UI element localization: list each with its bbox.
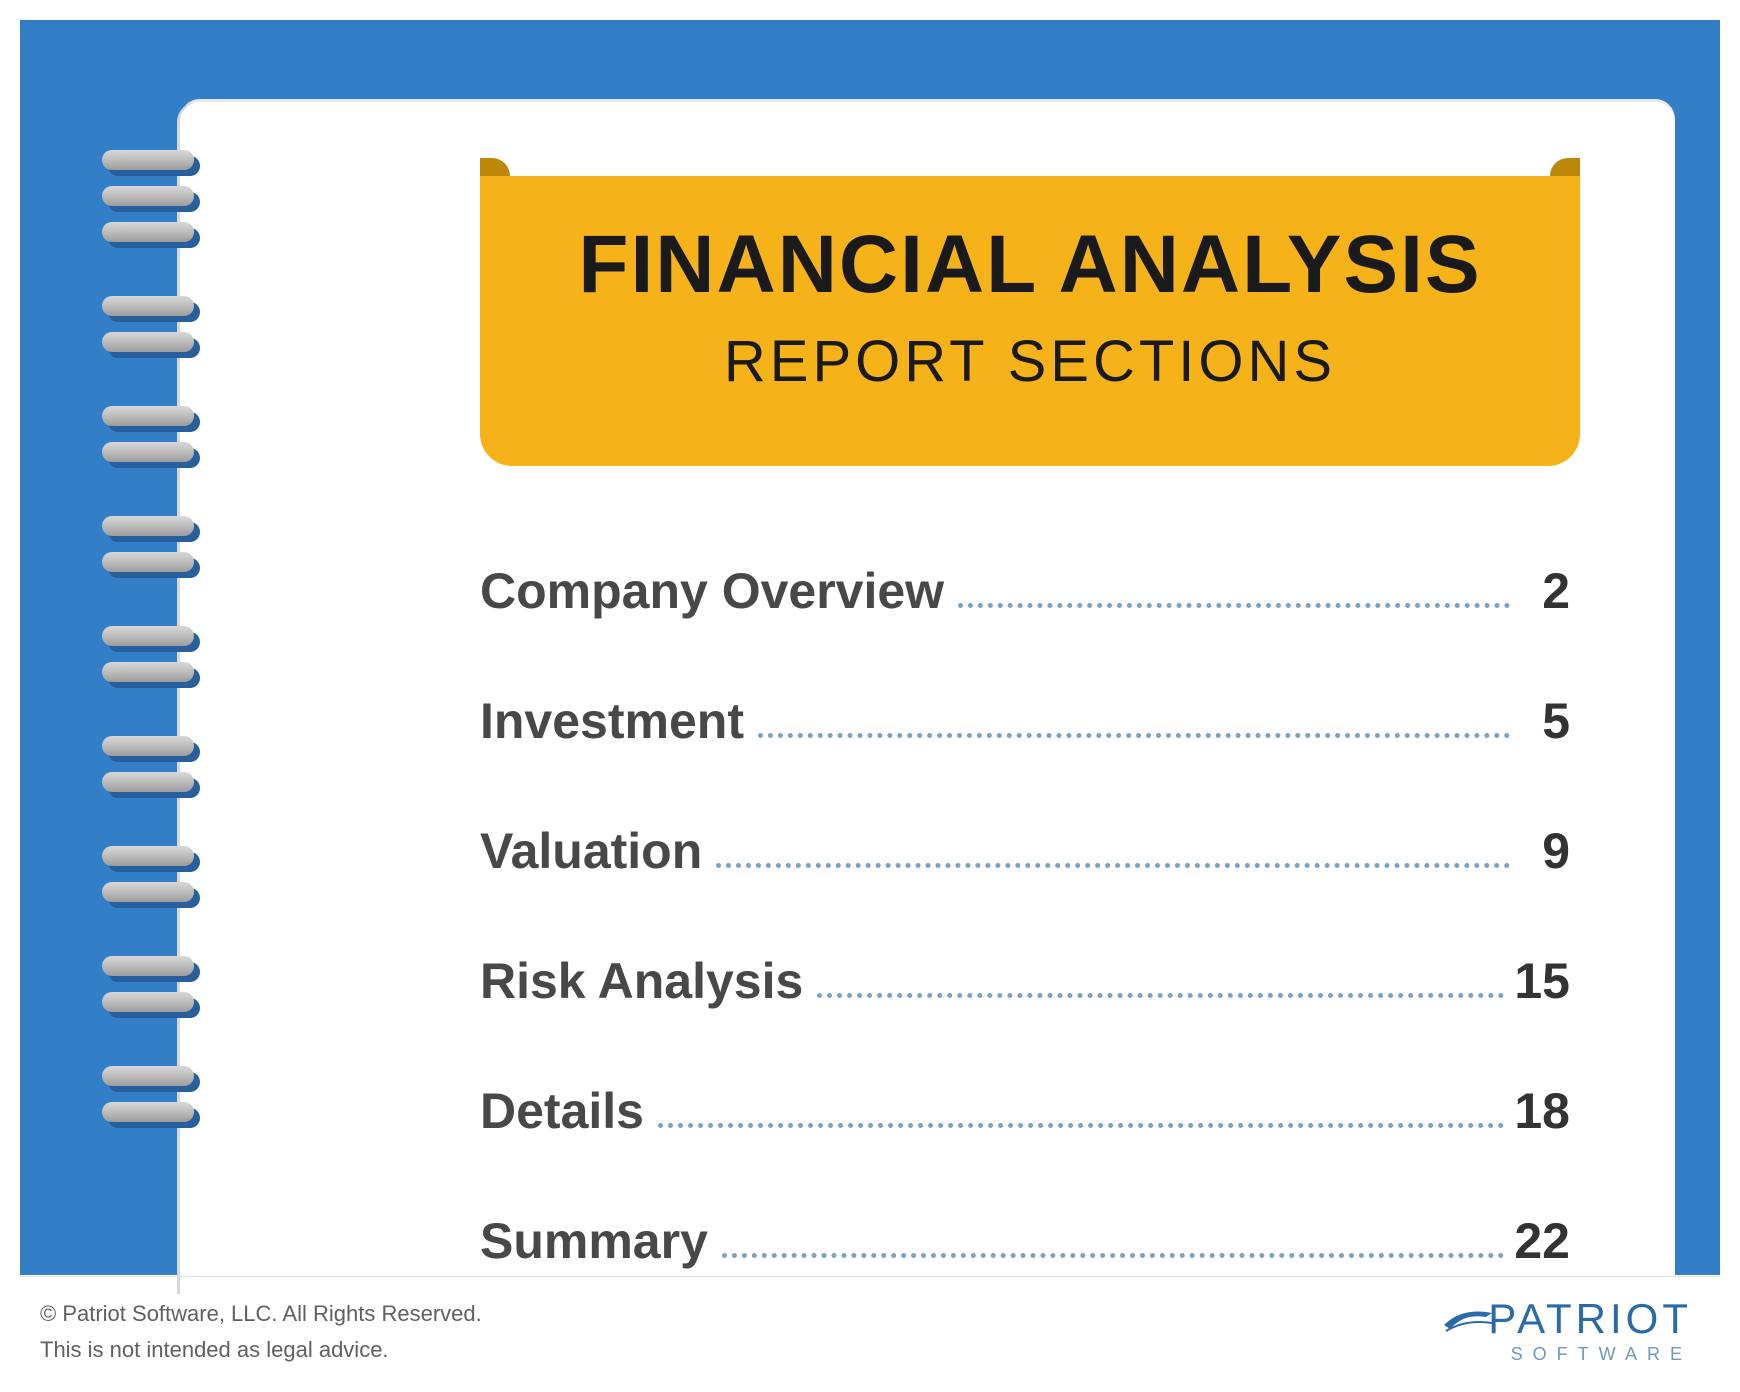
toc-row: Summary 22 (480, 1212, 1570, 1270)
brand-logo: PATRIOT (1442, 1298, 1692, 1343)
spiral-ring-icon (102, 552, 198, 574)
toc-page-number: 9 (1520, 822, 1570, 880)
spiral-ring-icon (102, 296, 198, 318)
toc-row: Valuation 9 (480, 822, 1570, 880)
banner-subtitle: REPORT SECTIONS (480, 328, 1580, 395)
toc-leader-dots (658, 1123, 1504, 1128)
spiral-ring-icon (102, 1066, 198, 1088)
toc-row: Company Overview 2 (480, 562, 1570, 620)
outer-frame: FINANCIAL ANALYSIS REPORT SECTIONS Compa… (20, 20, 1720, 1275)
spiral-ring-icon (102, 516, 198, 538)
spiral-ring-icon (102, 186, 198, 208)
toc-leader-dots (722, 1253, 1504, 1258)
toc-row: Details 18 (480, 1082, 1570, 1140)
spiral-ring-icon (102, 846, 198, 868)
toc-page-number: 18 (1514, 1082, 1570, 1140)
toc-page-number: 5 (1520, 692, 1570, 750)
toc-row: Investment 5 (480, 692, 1570, 750)
footer-legal: © Patriot Software, LLC. All Rights Rese… (40, 1296, 482, 1366)
toc-page-number: 15 (1514, 952, 1570, 1010)
title-banner: FINANCIAL ANALYSIS REPORT SECTIONS (480, 176, 1580, 466)
toc-page-number: 2 (1520, 562, 1570, 620)
banner-title: FINANCIAL ANALYSIS (480, 218, 1580, 312)
spiral-ring-icon (102, 406, 198, 428)
toc-leader-dots (817, 993, 1504, 998)
spiral-binding (20, 150, 190, 1176)
banner-fold-right (1550, 158, 1580, 176)
spiral-ring-icon (102, 662, 198, 684)
toc-label: Risk Analysis (480, 952, 803, 1010)
toc-label: Company Overview (480, 562, 944, 620)
spiral-ring-icon (102, 332, 198, 354)
brand-subtitle: SOFTWARE (1442, 1344, 1692, 1365)
brand-swoosh-icon (1442, 1300, 1494, 1342)
table-of-contents: Company Overview 2 Investment 5 Valuatio… (480, 562, 1570, 1342)
footer-copyright: © Patriot Software, LLC. All Rights Rese… (40, 1296, 482, 1331)
banner-fold-left (480, 158, 510, 176)
spiral-ring-icon (102, 736, 198, 758)
spiral-ring-icon (102, 992, 198, 1014)
spiral-ring-icon (102, 442, 198, 464)
spiral-ring-icon (102, 772, 198, 794)
toc-page-number: 22 (1514, 1212, 1570, 1270)
toc-leader-dots (716, 863, 1510, 868)
spiral-ring-icon (102, 882, 198, 904)
brand-name: PATRIOT (1488, 1295, 1692, 1342)
spiral-ring-icon (102, 626, 198, 648)
toc-leader-dots (958, 603, 1510, 608)
toc-label: Details (480, 1082, 644, 1140)
spiral-ring-icon (102, 956, 198, 978)
footer-disclaimer: This is not intended as legal advice. (40, 1332, 482, 1367)
footer: © Patriot Software, LLC. All Rights Rese… (20, 1276, 1720, 1386)
toc-label: Summary (480, 1212, 708, 1270)
spiral-ring-icon (102, 1102, 198, 1124)
footer-brand: PATRIOT SOFTWARE (1442, 1298, 1692, 1366)
toc-label: Valuation (480, 822, 702, 880)
spiral-ring-icon (102, 150, 198, 172)
toc-leader-dots (758, 733, 1510, 738)
toc-label: Investment (480, 692, 744, 750)
toc-row: Risk Analysis 15 (480, 952, 1570, 1010)
spiral-ring-icon (102, 222, 198, 244)
notebook-page: FINANCIAL ANALYSIS REPORT SECTIONS Compa… (180, 102, 1675, 1294)
